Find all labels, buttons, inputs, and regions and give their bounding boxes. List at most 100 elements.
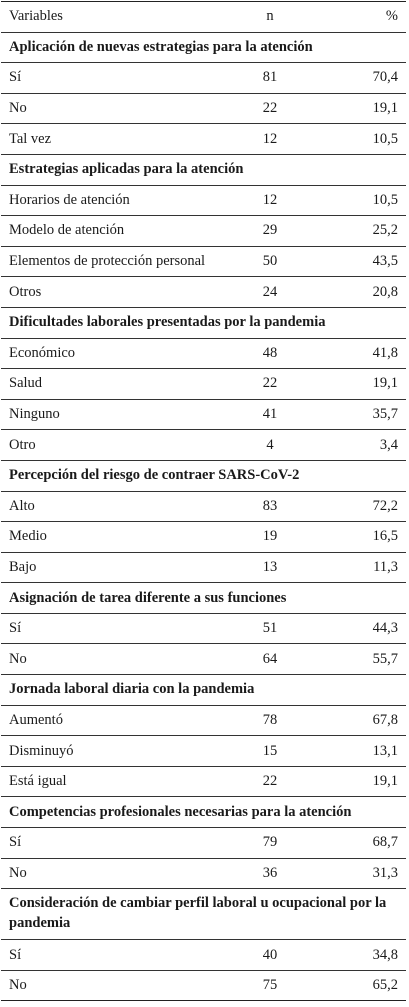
row-n: 50 (262, 253, 278, 270)
table-row: Otro 4 3,4 (1, 430, 406, 461)
row-label: Ninguno (9, 406, 60, 423)
table-row: No 64 55,7 (1, 644, 406, 676)
row-n: 41 (262, 406, 278, 423)
row-n: 12 (262, 191, 278, 208)
row-percent: 67,8 (372, 711, 398, 728)
row-label: No (9, 650, 27, 667)
table-row: Tal vez 12 10,5 (1, 124, 406, 155)
row-n: 36 (262, 864, 278, 881)
row-n: 13 (262, 558, 278, 575)
section-title: Asignación de tarea diferente a sus func… (1, 583, 406, 614)
row-percent: 31,3 (372, 864, 398, 881)
section-title: Consideración de cambiar perfil laboral … (1, 889, 406, 941)
row-label: Medio (9, 528, 47, 545)
table-row: Modelo de atención 29 25,2 (1, 216, 406, 247)
row-label: Salud (9, 375, 43, 392)
row-percent: 44,3 (372, 620, 398, 637)
row-label: Otros (9, 283, 42, 300)
row-n: 22 (262, 375, 278, 392)
section-title: Percepción del riesgo de contraer SARS-C… (1, 461, 406, 492)
row-percent: 19,1 (372, 375, 398, 392)
row-label: Alto (9, 497, 35, 514)
row-label: Está igual (9, 773, 67, 790)
row-n: 64 (262, 650, 278, 667)
row-percent: 19,1 (372, 100, 398, 117)
table-row: Está igual 22 19,1 (1, 767, 406, 798)
row-percent: 25,2 (372, 222, 398, 239)
section-title: Aplicación de nuevas estrategias para la… (1, 33, 406, 64)
row-label: Elementos de protección personal (9, 253, 206, 270)
row-n: 81 (262, 69, 278, 86)
table-row: Disminuyó 15 13,1 (1, 736, 406, 767)
table-row: Aumentó 78 67,8 (1, 706, 406, 737)
row-percent: 70,4 (372, 69, 398, 86)
table-row: Horarios de atención 12 10,5 (1, 186, 406, 217)
row-percent: 13,1 (372, 742, 398, 759)
table-row: No 36 31,3 (1, 859, 406, 890)
row-label: Sí (9, 946, 22, 963)
row-percent: 68,7 (372, 834, 398, 851)
row-percent: 43,5 (372, 253, 398, 270)
table-header: Variables n % (1, 2, 406, 33)
row-label: Otro (9, 436, 36, 453)
table-row: Sí 51 44,3 (1, 614, 406, 645)
table-row: Alto 83 72,2 (1, 492, 406, 523)
section-title: Competencias profesionales necesarias pa… (1, 797, 406, 829)
row-label: Horarios de atención (9, 191, 130, 208)
table-row: Otros 24 20,8 (1, 277, 406, 308)
row-label: No (9, 864, 27, 881)
row-percent: 10,5 (372, 191, 398, 208)
row-n: 78 (262, 711, 278, 728)
table-row: Ninguno 41 35,7 (1, 400, 406, 431)
header-n: n (266, 8, 274, 25)
row-n: 15 (262, 742, 278, 759)
row-percent: 34,8 (372, 946, 398, 963)
table-row: No 75 65,2 (1, 971, 406, 1001)
row-label: Modelo de atención (9, 222, 125, 239)
section-title: Jornada laboral diaria con la pandemia (1, 675, 406, 706)
row-percent: 35,7 (372, 406, 398, 423)
table-row: Económico 48 41,8 (1, 339, 406, 370)
row-n: 24 (262, 283, 278, 300)
row-label: No (9, 100, 27, 117)
row-percent: 10,5 (372, 130, 398, 147)
row-n: 4 (266, 436, 274, 453)
row-label: Tal vez (9, 130, 52, 147)
row-percent: 3,4 (379, 436, 398, 453)
row-n: 22 (262, 773, 278, 790)
row-n: 79 (262, 834, 278, 851)
header-variables: Variables (9, 8, 63, 25)
row-label: Sí (9, 69, 22, 86)
table-row: Sí 79 68,7 (1, 828, 406, 859)
row-percent: 55,7 (372, 650, 398, 667)
row-percent: 41,8 (372, 344, 398, 361)
table-row: No 22 19,1 (1, 94, 406, 125)
row-n: 83 (262, 497, 278, 514)
row-label: Económico (9, 344, 76, 361)
row-label: Sí (9, 834, 22, 851)
header-percent: % (385, 8, 398, 25)
row-label: Sí (9, 620, 22, 637)
row-percent: 19,1 (372, 773, 398, 790)
row-label: Disminuyó (9, 742, 74, 759)
section-title: Estrategias aplicadas para la atención (1, 155, 406, 186)
row-n: 75 (262, 977, 278, 994)
row-percent: 16,5 (372, 528, 398, 545)
table-row: Sí 40 34,8 (1, 940, 406, 971)
table-row: Salud 22 19,1 (1, 369, 406, 400)
row-n: 22 (262, 100, 278, 117)
section-title: Dificultades laborales presentadas por l… (1, 308, 406, 339)
row-n: 19 (262, 528, 278, 545)
table-row: Elementos de protección personal 50 43,5 (1, 247, 406, 278)
row-n: 51 (262, 620, 278, 637)
table-row: Medio 19 16,5 (1, 522, 406, 553)
row-n: 40 (262, 946, 278, 963)
row-percent: 72,2 (372, 497, 398, 514)
row-percent: 20,8 (372, 283, 398, 300)
table-row: Bajo 13 11,3 (1, 553, 406, 584)
row-n: 12 (262, 130, 278, 147)
row-n: 29 (262, 222, 278, 239)
row-label: No (9, 977, 27, 994)
row-percent: 65,2 (372, 977, 398, 994)
